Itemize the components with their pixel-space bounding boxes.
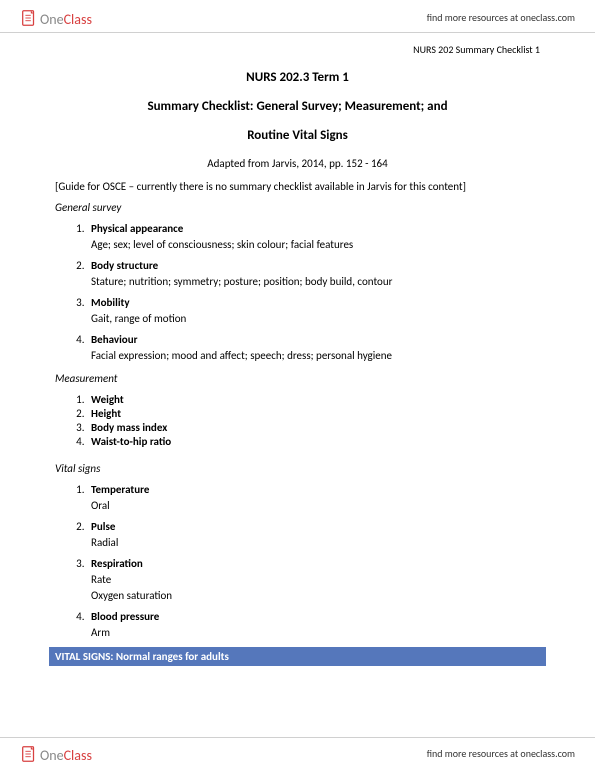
item-sub: Radial: [91, 536, 540, 549]
list-item: Respiration Rate Oxygen saturation: [87, 557, 540, 602]
list-item: Pulse Radial: [87, 520, 540, 549]
item-head: Respiration: [91, 557, 540, 570]
item-head: Body structure: [91, 259, 540, 272]
item-sub: Gait, range of motion: [91, 312, 540, 325]
item-head: Behaviour: [91, 333, 540, 346]
item-head: Pulse: [91, 520, 540, 533]
item-sub: Age; sex; level of consciousness; skin c…: [91, 238, 540, 251]
list-item: Behaviour Facial expression; mood and af…: [87, 333, 540, 362]
title-checklist: Summary Checklist: General Survey; Measu…: [55, 99, 540, 114]
paper-icon: [20, 745, 38, 763]
list-item: Waist-to-hip ratio: [87, 435, 540, 448]
item-head: Height: [91, 407, 121, 420]
running-head: NURS 202 Summary Checklist 1: [55, 43, 540, 56]
item-sub: Arm: [91, 626, 540, 639]
header-link[interactable]: find more resources at oneclass.com: [427, 11, 575, 24]
item-sub: Oxygen saturation: [91, 589, 540, 602]
section-vitals-label: Vital signs: [55, 462, 540, 475]
list-item: Weight: [87, 393, 540, 406]
item-head: Temperature: [91, 483, 540, 496]
vitals-list: Temperature Oral Pulse Radial Respiratio…: [55, 483, 540, 639]
adapted-line: Adapted from Jarvis, 2014, pp. 152 - 164: [55, 157, 540, 170]
title-vitals: Routine Vital Signs: [55, 128, 540, 143]
item-head: Waist-to-hip ratio: [91, 435, 171, 448]
title-course: NURS 202.3 Term 1: [55, 70, 540, 85]
brand-logo: OneClass: [20, 6, 92, 28]
list-item: Physical appearance Age; sex; level of c…: [87, 222, 540, 251]
section-general-label: General survey: [55, 201, 540, 214]
brand-logo: OneClass: [20, 742, 92, 764]
page-content: NURS 202 Summary Checklist 1 NURS 202.3 …: [0, 33, 595, 666]
item-sub: Oral: [91, 499, 540, 512]
list-item: Body structure Stature; nutrition; symme…: [87, 259, 540, 288]
list-item: Blood pressure Arm: [87, 610, 540, 639]
footer-link[interactable]: find more resources at oneclass.com: [427, 747, 575, 760]
list-item: Temperature Oral: [87, 483, 540, 512]
vital-signs-bar: VITAL SIGNS: Normal ranges for adults: [49, 647, 546, 666]
item-head: Blood pressure: [91, 610, 540, 623]
section-measurement-label: Measurement: [55, 372, 540, 385]
item-sub: Stature; nutrition; symmetry; posture; p…: [91, 275, 540, 288]
logo-text-class: Class: [64, 747, 92, 764]
list-item: Mobility Gait, range of motion: [87, 296, 540, 325]
paper-icon: [20, 9, 38, 27]
list-item: Height: [87, 407, 540, 420]
logo-text-class: Class: [64, 11, 92, 28]
footer-bar: OneClass find more resources at oneclass…: [0, 737, 595, 770]
logo-text-one: One: [40, 11, 64, 28]
item-head: Physical appearance: [91, 222, 540, 235]
item-head: Mobility: [91, 296, 540, 309]
item-head: Body mass index: [91, 421, 167, 434]
item-sub: Facial expression; mood and affect; spee…: [91, 349, 540, 362]
general-list: Physical appearance Age; sex; level of c…: [55, 222, 540, 362]
measurement-list: Weight Height Body mass index Waist-to-h…: [55, 393, 540, 448]
logo-text-one: One: [40, 747, 64, 764]
guide-note: [Guide for OSCE – currently there is no …: [55, 180, 540, 193]
item-sub: Rate: [91, 573, 540, 586]
item-head: Weight: [91, 393, 124, 406]
list-item: Body mass index: [87, 421, 540, 434]
header-bar: OneClass find more resources at oneclass…: [0, 0, 595, 33]
